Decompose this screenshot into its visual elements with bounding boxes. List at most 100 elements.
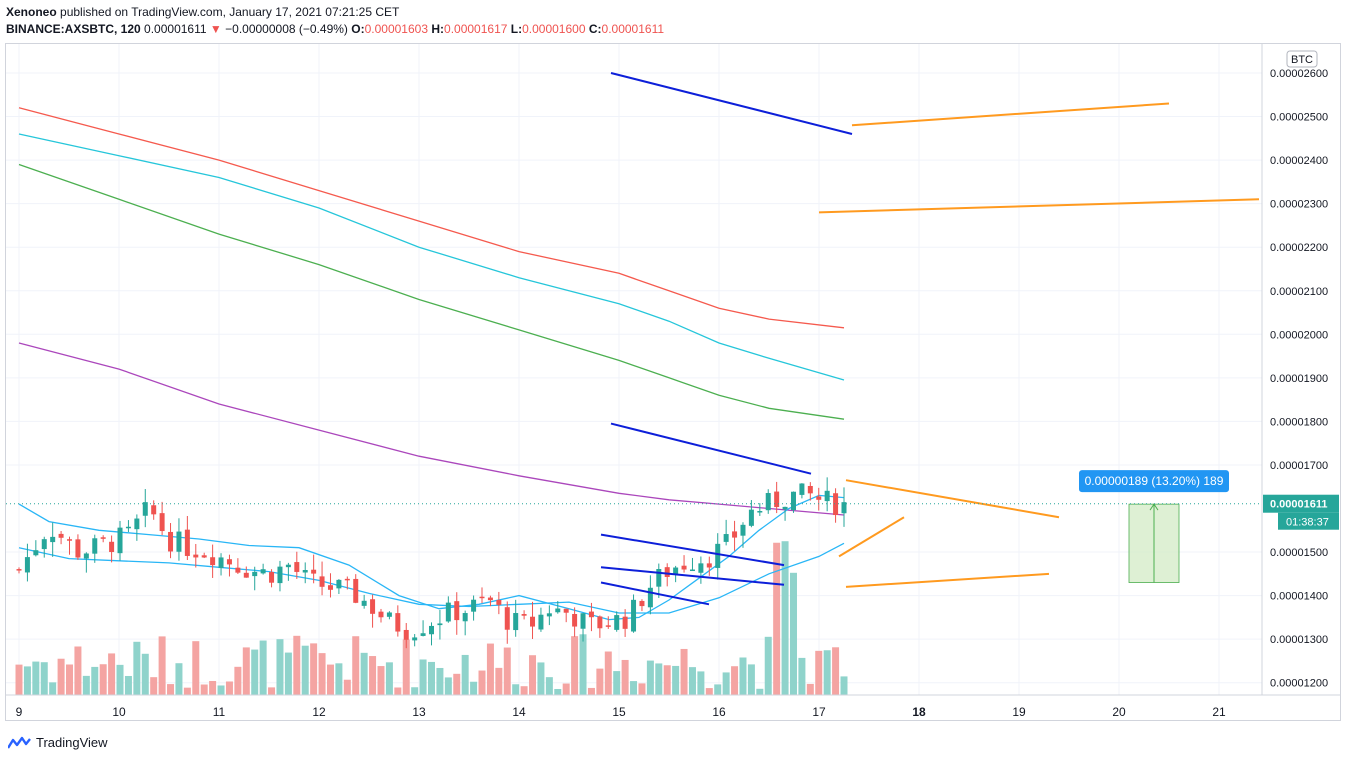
candle-body[interactable] bbox=[538, 614, 544, 630]
candle-body[interactable] bbox=[757, 511, 763, 513]
candle-body[interactable] bbox=[269, 572, 275, 583]
currency-badge[interactable] bbox=[1286, 50, 1318, 68]
candle-body[interactable] bbox=[311, 569, 317, 574]
candle-body[interactable] bbox=[656, 568, 662, 587]
candle-body[interactable] bbox=[168, 531, 174, 552]
candle-body[interactable] bbox=[75, 539, 81, 558]
candle-body[interactable] bbox=[833, 493, 839, 516]
candle-body[interactable] bbox=[706, 563, 712, 568]
candle-body[interactable] bbox=[487, 597, 493, 601]
candle-body[interactable] bbox=[496, 599, 502, 605]
candle-body[interactable] bbox=[765, 493, 771, 511]
candle-body[interactable] bbox=[344, 578, 350, 581]
candle-body[interactable] bbox=[715, 543, 721, 568]
candle-body[interactable] bbox=[530, 616, 536, 627]
candle-body[interactable] bbox=[748, 509, 754, 526]
trend-line[interactable] bbox=[600, 533, 785, 567]
measure-badge[interactable] bbox=[1079, 470, 1229, 493]
trend-line[interactable] bbox=[818, 198, 1260, 214]
candle-body[interactable] bbox=[555, 608, 561, 613]
candle-body[interactable] bbox=[698, 563, 704, 573]
trend-line[interactable] bbox=[610, 422, 812, 475]
candle-body[interactable] bbox=[597, 616, 603, 629]
candle-body[interactable] bbox=[370, 599, 376, 614]
candle-body[interactable] bbox=[580, 613, 586, 629]
trend-line[interactable] bbox=[845, 572, 1050, 588]
candle-body[interactable] bbox=[841, 502, 847, 514]
candle-body[interactable] bbox=[142, 502, 148, 516]
candle-body[interactable] bbox=[16, 569, 22, 571]
candle-body[interactable] bbox=[260, 569, 266, 574]
candle-body[interactable] bbox=[319, 576, 325, 587]
trend-line[interactable] bbox=[600, 581, 710, 606]
candle-body[interactable] bbox=[92, 538, 98, 554]
candle-body[interactable] bbox=[184, 529, 190, 556]
candles[interactable] bbox=[16, 477, 847, 649]
candle-body[interactable] bbox=[243, 572, 249, 578]
candle-body[interactable] bbox=[109, 541, 115, 553]
candle-body[interactable] bbox=[201, 555, 207, 558]
candle-body[interactable] bbox=[125, 526, 131, 529]
trend-line[interactable] bbox=[851, 102, 1170, 127]
candle-body[interactable] bbox=[588, 611, 594, 618]
candle-body[interactable] bbox=[193, 554, 199, 558]
candle-body[interactable] bbox=[134, 518, 140, 530]
axes[interactable]: 0.00002600 0.00002500 0.00002400 0.00002300… bbox=[6, 44, 1340, 719]
candle-body[interactable] bbox=[504, 607, 510, 630]
candle-body[interactable] bbox=[740, 524, 746, 536]
candle-body[interactable] bbox=[83, 553, 89, 559]
candle-body[interactable] bbox=[277, 566, 283, 584]
candle-body[interactable] bbox=[816, 496, 822, 500]
candle-body[interactable] bbox=[639, 600, 645, 607]
candle-body[interactable] bbox=[235, 567, 241, 573]
candle-body[interactable] bbox=[159, 513, 165, 532]
candle-body[interactable] bbox=[622, 616, 628, 629]
candle-body[interactable] bbox=[50, 536, 56, 543]
candle-body[interactable] bbox=[58, 533, 64, 538]
candle-body[interactable] bbox=[403, 629, 409, 640]
candle-body[interactable] bbox=[395, 613, 401, 632]
candle-body[interactable] bbox=[437, 623, 443, 626]
candle-body[interactable] bbox=[302, 570, 308, 573]
candle-body[interactable] bbox=[631, 599, 637, 632]
candle-body[interactable] bbox=[353, 578, 359, 603]
candle-body[interactable] bbox=[454, 601, 460, 621]
candle-body[interactable] bbox=[799, 483, 805, 495]
trend-line[interactable] bbox=[838, 516, 905, 558]
candle-body[interactable] bbox=[479, 596, 485, 599]
candle-body[interactable] bbox=[782, 506, 788, 510]
candle-body[interactable] bbox=[420, 633, 426, 636]
candle-body[interactable] bbox=[100, 537, 106, 539]
candle-body[interactable] bbox=[176, 531, 182, 552]
tradingview-logo[interactable]: TradingView bbox=[8, 735, 108, 750]
candle-body[interactable] bbox=[471, 599, 477, 612]
candle-body[interactable] bbox=[614, 615, 620, 630]
candle-body[interactable] bbox=[294, 562, 300, 572]
candle-body[interactable] bbox=[117, 527, 123, 554]
chart-area[interactable] bbox=[5, 43, 1341, 721]
candle-body[interactable] bbox=[378, 611, 384, 618]
candle-body[interactable] bbox=[412, 637, 418, 641]
candle-body[interactable] bbox=[605, 625, 611, 627]
candle-body[interactable] bbox=[462, 613, 468, 622]
candle-body[interactable] bbox=[151, 505, 157, 515]
candle-body[interactable] bbox=[226, 559, 232, 565]
candle-body[interactable] bbox=[774, 491, 780, 508]
candle-body[interactable] bbox=[681, 565, 687, 570]
candle-body[interactable] bbox=[647, 587, 653, 608]
candle-body[interactable] bbox=[521, 614, 527, 616]
candle-body[interactable] bbox=[807, 485, 813, 494]
candle-body[interactable] bbox=[33, 550, 39, 556]
candle-body[interactable] bbox=[546, 613, 552, 617]
candle-body[interactable] bbox=[252, 571, 258, 577]
candle-body[interactable] bbox=[445, 602, 451, 622]
candle-body[interactable] bbox=[689, 569, 695, 572]
candle-body[interactable] bbox=[24, 557, 30, 573]
candle-body[interactable] bbox=[673, 567, 679, 575]
candle-body[interactable] bbox=[732, 531, 738, 538]
trend-line[interactable] bbox=[600, 566, 785, 586]
candle-body[interactable] bbox=[563, 608, 569, 613]
candle-body[interactable] bbox=[790, 491, 796, 511]
symbol-label[interactable]: BINANCE:AXSBTC, 120 bbox=[6, 22, 141, 36]
